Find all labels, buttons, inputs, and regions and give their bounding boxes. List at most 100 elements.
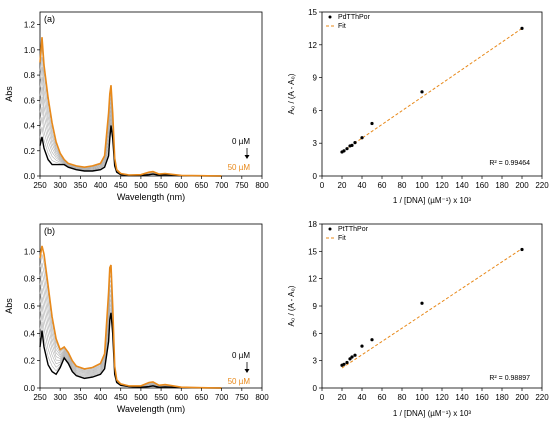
y-tick-label: 15 xyxy=(308,8,317,17)
panel-b-plot xyxy=(39,245,222,389)
panel-b-label: (b) xyxy=(44,226,55,236)
x-tick-label: 40 xyxy=(358,393,367,402)
x-tick-label: 350 xyxy=(74,393,88,402)
y-tick-label: 0.4 xyxy=(24,329,36,338)
x-tick-label: 800 xyxy=(255,181,269,190)
data-point xyxy=(353,353,357,357)
x-tick-label: 60 xyxy=(378,181,387,190)
x-tick-label: 750 xyxy=(235,393,249,402)
x-tick-label: 500 xyxy=(134,181,148,190)
legend-label-pttthpor: PtTThPor xyxy=(338,226,369,233)
data-point xyxy=(342,362,346,366)
panel-a-fit-frame xyxy=(321,11,543,177)
titration-curve xyxy=(39,262,222,389)
series-line-50uM xyxy=(39,245,222,389)
y-tick-label: 0.0 xyxy=(24,172,36,181)
titration-curve xyxy=(39,303,222,389)
y-tick-label: 18 xyxy=(308,220,317,229)
titration-curve xyxy=(39,298,222,389)
fit-line xyxy=(341,248,523,369)
panel-a-fit: 0 20 40 60 80 100 120 140 160 180 200 220 0 3 6 9 12 15 P… xyxy=(287,8,549,205)
x-tick-label: 160 xyxy=(475,393,489,402)
panel-a-ticks: 250 300 350 400 450 500 550 600 650 700 750 800 0.0 0… xyxy=(24,21,269,190)
x-tick-label: 60 xyxy=(378,393,387,402)
titration-curve xyxy=(39,293,222,389)
x-tick-label: 20 xyxy=(338,181,347,190)
data-point xyxy=(345,147,349,151)
y-tick-label: 0 xyxy=(313,172,318,181)
data-point xyxy=(345,360,349,365)
x-tick-label: 300 xyxy=(54,181,68,190)
x-tick-label: 600 xyxy=(175,181,189,190)
y-tick-label: 0.0 xyxy=(24,384,36,393)
panel-a-fit-ylabel: A₀ / (A - A₀) xyxy=(287,73,296,114)
x-tick-label: 400 xyxy=(94,393,108,402)
x-tick-label: 450 xyxy=(114,393,128,402)
y-tick-label: 12 xyxy=(308,275,317,284)
data-point xyxy=(342,149,346,153)
panel-a-fit-plot xyxy=(340,26,524,154)
x-tick-label: 140 xyxy=(455,181,469,190)
titration-curve xyxy=(39,271,222,389)
panel-a-fit-xlabel: 1 / [DNA] (µM⁻¹) x 10³ xyxy=(393,196,472,205)
titration-curve xyxy=(39,254,222,389)
y-tick-label: 0.6 xyxy=(24,302,36,311)
y-tick-label: 9 xyxy=(313,74,318,83)
x-tick-label: 800 xyxy=(255,393,269,402)
panel-a-xlabel: Wavelength (nm) xyxy=(117,192,185,202)
y-tick-label: 15 xyxy=(308,247,317,256)
panel-a-fit-ticks: 0 20 40 60 80 100 120 140 160 180 200 220 0 3 6 9 12 15 xyxy=(308,8,549,190)
x-tick-label: 220 xyxy=(535,181,549,190)
x-tick-label: 600 xyxy=(175,393,189,402)
data-point xyxy=(520,26,524,30)
y-tick-label: 3 xyxy=(313,139,318,148)
x-tick-label: 100 xyxy=(415,393,429,402)
legend-label-fit-b: Fit xyxy=(338,235,346,242)
y-tick-label: 6 xyxy=(313,106,318,115)
titration-curve xyxy=(39,47,222,177)
panel-a: (a) 250 300 350 400 450 500 550 600 650 700 750 800… xyxy=(4,11,269,202)
y-tick-label: 0.8 xyxy=(24,71,36,80)
x-tick-label: 750 xyxy=(235,181,249,190)
data-point xyxy=(420,90,424,94)
x-tick-label: 0 xyxy=(320,181,325,190)
titration-curve xyxy=(39,121,222,177)
titration-curve xyxy=(39,279,222,389)
x-tick-label: 120 xyxy=(435,181,449,190)
x-tick-label: 200 xyxy=(515,181,529,190)
titration-curve xyxy=(39,57,222,177)
y-tick-label: 0.8 xyxy=(24,275,36,284)
y-tick-label: 6 xyxy=(313,329,318,338)
y-tick-label: 1.0 xyxy=(24,247,36,256)
panel-b: (b) 250 300 350 400 450 500 550 600 650 700 750 800… xyxy=(4,223,269,414)
data-point xyxy=(353,141,357,145)
x-tick-label: 650 xyxy=(195,393,209,402)
series-line-0uM xyxy=(39,312,222,389)
legend-label-pdtthpor: PdTThPor xyxy=(338,14,371,21)
data-point xyxy=(350,355,354,359)
legend-marker-pdtthpor xyxy=(328,15,332,19)
panel-b-fit-ticks: 0 20 40 60 80 100 120 140 160 180 200 220 0 3 6 9 12 15 18 xyxy=(308,220,549,402)
panel-b-fit-xlabel: 1 / [DNA] (µM⁻¹) x 10³ xyxy=(393,409,472,418)
legend-label-fit-a: Fit xyxy=(338,23,346,30)
series-line-0uM xyxy=(39,125,222,177)
panel-a-arrowhead xyxy=(244,155,250,159)
r-squared-b: R² = 0.98897 xyxy=(489,375,530,382)
y-tick-label: 0 xyxy=(313,384,318,393)
x-tick-label: 140 xyxy=(455,393,469,402)
x-tick-label: 40 xyxy=(358,181,367,190)
data-point xyxy=(520,247,524,252)
titration-curve xyxy=(39,288,222,389)
x-tick-label: 300 xyxy=(54,393,68,402)
x-tick-label: 80 xyxy=(398,181,407,190)
y-tick-label: 0.6 xyxy=(24,96,36,105)
panel-b-xlabel: Wavelength (nm) xyxy=(117,404,185,414)
y-tick-label: 12 xyxy=(308,41,317,50)
x-tick-label: 0 xyxy=(320,393,325,402)
titration-curve xyxy=(39,307,222,389)
panel-a-ylabel: Abs xyxy=(4,86,14,102)
panel-b-annotation-50uM: 50 µM xyxy=(228,377,251,386)
x-tick-label: 160 xyxy=(475,181,489,190)
panel-b-ticks: 250 300 350 400 450 500 550 600 650 700 750 800 0.0 0… xyxy=(24,247,269,402)
